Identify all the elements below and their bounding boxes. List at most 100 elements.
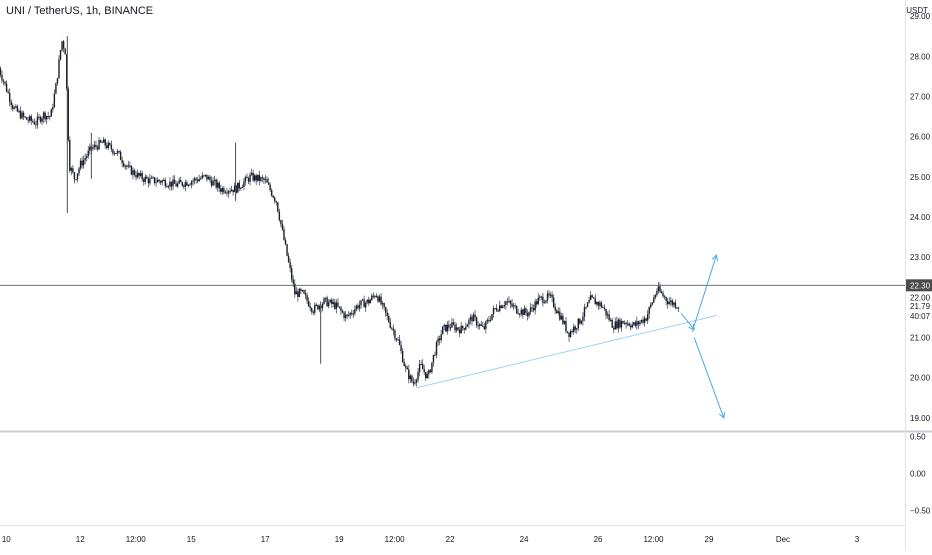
candle-body [554, 306, 556, 311]
candle-body [260, 177, 262, 181]
candle-body [648, 307, 650, 315]
candle-body [423, 369, 425, 373]
candle-body [478, 324, 481, 326]
candle-body [106, 145, 108, 148]
candle-body [203, 175, 205, 177]
candle-body [594, 298, 596, 305]
candle-body [311, 308, 313, 312]
candle-body [415, 379, 418, 383]
candle-body [503, 305, 506, 307]
candle-body [361, 299, 364, 301]
candle-body [611, 319, 613, 328]
candle-body [628, 323, 630, 326]
candle-body [591, 295, 593, 298]
candle-body [630, 325, 632, 328]
arrow-down-shaft[interactable] [693, 337, 725, 419]
time-tick-label: 12 [76, 535, 85, 544]
candle-body [546, 293, 549, 301]
candle-body [257, 174, 259, 181]
candle-body [421, 363, 424, 370]
candle-body [531, 307, 533, 309]
candle-body [471, 316, 473, 322]
candle-body [13, 107, 16, 109]
candle-body [401, 350, 404, 363]
candle-body [270, 190, 273, 196]
candle-body [207, 176, 210, 180]
price-tick-label: 24.00 [910, 213, 931, 222]
candle-body [677, 307, 680, 309]
candle-body [261, 177, 264, 179]
candle-body [158, 179, 160, 182]
arrow-short-shaft[interactable] [680, 313, 695, 330]
candle-body [244, 176, 247, 182]
candle-body [549, 294, 552, 296]
candle-body [144, 176, 146, 182]
candle-body [42, 112, 45, 119]
candle-body [465, 326, 467, 330]
candle-body [588, 300, 590, 303]
candle-body [292, 279, 294, 284]
candle-body [583, 307, 586, 317]
candle-body [562, 315, 564, 324]
candle-body [29, 116, 31, 121]
candle-body [633, 322, 635, 325]
candle-body [30, 116, 32, 121]
current-price-value: 21.79 [910, 302, 931, 311]
candle-body [457, 327, 459, 330]
candle-body [565, 321, 567, 332]
candle-body [475, 317, 478, 326]
candle-body [196, 179, 199, 182]
candle-body [536, 301, 538, 305]
candle-body [341, 310, 344, 313]
candle-body [2, 80, 5, 82]
candle-body [671, 300, 674, 305]
price-tick-label: 26.00 [910, 133, 931, 142]
price-tick-label: 19.00 [910, 414, 931, 423]
candle-body [126, 165, 128, 167]
candle-body [130, 165, 133, 175]
arrow-up-shaft[interactable] [691, 255, 717, 332]
candle-body [352, 313, 355, 315]
candle-body [375, 296, 378, 298]
candle-body [65, 54, 68, 89]
candle-body [47, 115, 49, 117]
candle-body [525, 308, 527, 313]
candle-body [455, 327, 458, 331]
candle-body [614, 321, 616, 330]
candle-body [133, 170, 136, 176]
candle-body [294, 283, 296, 295]
candle-body [300, 289, 302, 291]
candle-body [429, 370, 432, 373]
candle-body [297, 291, 299, 297]
candle-body [574, 326, 576, 330]
candle-body [645, 318, 647, 321]
candle-body [253, 175, 256, 181]
candle-body [637, 321, 640, 325]
candle-body [170, 181, 173, 187]
candle-body [93, 144, 96, 148]
candle-body [250, 173, 253, 175]
candle-body [483, 326, 486, 329]
candle-body [275, 201, 277, 203]
candle-body [210, 180, 213, 186]
candle-body [509, 300, 512, 304]
candle-body [70, 168, 73, 171]
candle-body [238, 182, 240, 189]
candle-body [606, 314, 609, 316]
candle-body [229, 191, 231, 193]
candle-body [173, 179, 176, 184]
candle-body [190, 181, 193, 185]
candle-body [139, 173, 142, 176]
candle-body [167, 186, 170, 188]
candle-body [568, 332, 570, 337]
candle-body [515, 305, 518, 314]
candle-body [78, 168, 80, 174]
candle-body [15, 106, 17, 108]
chart-title: UNI / TetherUS, 1h, BINANCE [6, 5, 154, 17]
candle-body [363, 299, 365, 308]
trend-line[interactable] [416, 314, 717, 389]
candle-body [10, 101, 12, 106]
candle-body [417, 371, 419, 380]
